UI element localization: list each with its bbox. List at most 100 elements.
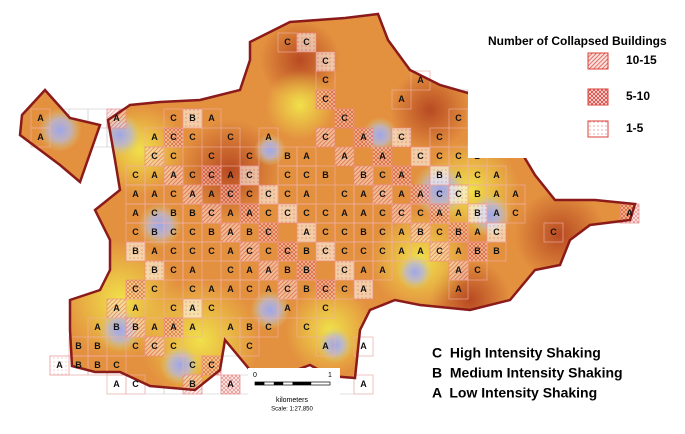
cell-label: C [436,227,443,237]
cell-label: C [170,341,177,351]
cell-label: A [265,265,272,275]
cell-label: C [246,170,253,180]
grid-cell [467,260,488,281]
cell-label: B [246,227,253,237]
cell-label: C [170,265,177,275]
cell-label: A [189,189,196,199]
hatched-cell [315,89,336,110]
cell-label: A [341,151,348,161]
legend-label: 5-10 [626,89,650,103]
scale-segment [292,382,312,385]
cell-label: A [417,189,424,199]
cell-label: A [360,189,367,199]
grid-cell [486,241,507,262]
cell-label: C [379,170,386,180]
cell-label: C [360,246,367,256]
cell-label: A [170,170,177,180]
cell-label: A [379,151,386,161]
cell-label: C [379,189,386,199]
cell-label: C [474,265,481,275]
cell-label: A [227,322,234,332]
cell-label: A [170,322,177,332]
cell-label: B [303,265,310,275]
cell-label: A [246,265,253,275]
legend-label: 1-5 [626,121,644,135]
cell-label: B [360,170,367,180]
cell-label: C [284,189,291,199]
cell-label: C [189,284,196,294]
cell-label: A [436,208,443,218]
cell-label: C [208,151,215,161]
cell-label: B [170,208,177,218]
cell-label: A [189,322,196,332]
cell-label: A [227,208,234,218]
legend: Number of Collapsed Buildings 10-15 5-10… [468,28,678,158]
cell-label: C [303,208,310,218]
cell-label: B [75,360,82,370]
cell-label: A [37,132,44,142]
cell-label: B [132,322,139,332]
cell-label: C [341,246,348,256]
grid-cell [201,298,222,319]
cell-label: C [474,170,481,180]
cell-label: C [436,151,443,161]
cell-label: A [379,265,386,275]
grid-cell [315,165,336,186]
legend-swatch [587,52,609,70]
cell-label: A [151,322,158,332]
cell-label: C [322,303,329,313]
hatched-cell [334,146,355,167]
cell-label: C [265,189,272,199]
cell-label: B [208,227,215,237]
cell-label: C [208,360,215,370]
cell-label: A [455,265,462,275]
key-item: B Medium Intensity Shaking [432,365,623,381]
grid-cell [353,374,374,395]
cell-label: C [246,151,253,161]
cell-label: C [265,246,272,256]
cell-label: A [151,246,158,256]
key-background [425,340,655,406]
cell-label: C [189,360,196,370]
cell-label: B [189,113,196,123]
cell-label: C [303,37,310,47]
cell-label: B [284,151,291,161]
cell-label: C [322,94,329,104]
cell-label: A [265,132,272,142]
grid-cell [182,127,203,148]
key-item: A Low Intensity Shaking [432,385,597,401]
cell-label: C [322,56,329,66]
cell-label: C [246,284,253,294]
scale-unit: kilometers [276,397,308,404]
cell-label: C [322,246,329,256]
cell-label: C [132,379,139,389]
cell-label: B [113,322,120,332]
scale-ratio: Scale: 1:27,850 [271,407,313,413]
hatched-cell [106,108,127,129]
cell-label: C [284,208,291,218]
cell-label: A [208,113,215,123]
cell-label: B [360,227,367,237]
grid-cell [163,336,184,357]
grid-cell [315,298,336,319]
cell-label: A [151,189,158,199]
cell-label: C [417,151,424,161]
cell-label: A [398,189,405,199]
cell-label: C [284,37,291,47]
cell-label: A [398,94,405,104]
cell-label: C [170,151,177,161]
cell-label: B [94,341,101,351]
cell-label: A [208,284,215,294]
cell-label: A [360,379,367,389]
cell-label: A [151,132,158,142]
cell-label: C [322,75,329,85]
scale-start: 0 [253,372,257,379]
legend-background [468,28,678,158]
cell-label: A [322,341,329,351]
legend-swatch [587,88,609,106]
cell-labels: CCCCACACAACBACCAAACCCACACCACCCCBAAACCCBC… [37,37,633,389]
cell-label: C [436,132,443,142]
cell-label: C [170,113,177,123]
cell-label: A [493,208,500,218]
